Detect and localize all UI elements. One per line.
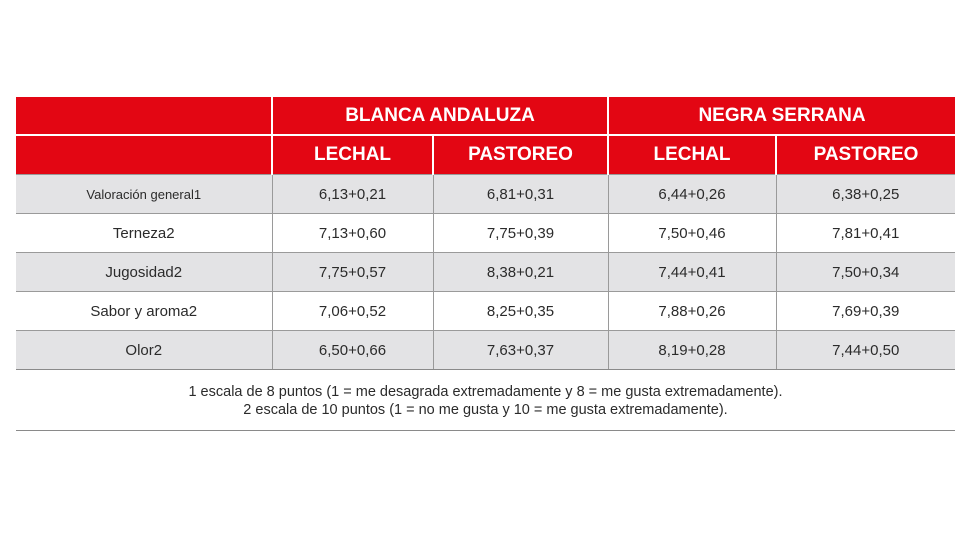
row-label: Sabor y aroma2 [16, 291, 272, 331]
group-header-row: BLANCA ANDALUZA NEGRA SERRANA [16, 97, 956, 135]
footnote-1: 1 escala de 8 puntos (1 = me desagrada e… [188, 384, 783, 400]
table-cell: 8,38+0,21 [432, 252, 608, 292]
table-cell: 7,75+0,39 [432, 213, 608, 253]
table-row: Terneza2 7,13+0,60 7,75+0,39 7,50+0,46 7… [16, 213, 956, 253]
table-cell: 7,50+0,34 [775, 252, 956, 292]
subheader-lechal: LECHAL [607, 134, 776, 175]
subheader-pastoreo: PASTOREO [774, 134, 956, 175]
table-cell: 6,13+0,21 [271, 174, 433, 214]
corner-cell [16, 97, 272, 135]
row-label: Terneza2 [16, 213, 272, 253]
group-header-blanca-andaluza: BLANCA ANDALUZA [271, 97, 608, 135]
row-label: Valoración general1 [16, 174, 272, 214]
row-label: Jugosidad2 [16, 252, 272, 292]
table-cell: 7,75+0,57 [271, 252, 433, 292]
table-cell: 7,63+0,37 [432, 330, 608, 370]
table-footnotes: 1 escala de 8 puntos (1 = me desagrada e… [16, 370, 955, 431]
table-cell: 7,69+0,39 [775, 291, 956, 331]
table-cell: 7,44+0,41 [607, 252, 776, 292]
table-cell: 6,81+0,31 [432, 174, 608, 214]
table-row: Olor2 6,50+0,66 7,63+0,37 8,19+0,28 7,44… [16, 330, 956, 370]
table-row: Sabor y aroma2 7,06+0,52 8,25+0,35 7,88+… [16, 291, 956, 331]
table-cell: 7,44+0,50 [775, 330, 956, 370]
table-cell: 6,50+0,66 [271, 330, 433, 370]
table-cell: 7,88+0,26 [607, 291, 776, 331]
table-cell: 6,44+0,26 [607, 174, 776, 214]
row-label: Olor2 [16, 330, 272, 370]
table-cell: 7,06+0,52 [271, 291, 433, 331]
sensory-evaluation-table: BLANCA ANDALUZA NEGRA SERRANA LECHAL PAS… [16, 97, 956, 370]
subheader-pastoreo: PASTOREO [432, 134, 608, 175]
sensory-table-figure: BLANCA ANDALUZA NEGRA SERRANA LECHAL PAS… [16, 97, 956, 431]
table-cell: 7,13+0,60 [271, 213, 433, 253]
group-header-negra-serrana: NEGRA SERRANA [606, 97, 956, 135]
subheader-row: LECHAL PASTOREO LECHAL PASTOREO [16, 134, 956, 175]
footnote-2: 2 escala de 10 puntos (1 = no me gusta y… [243, 402, 728, 418]
table-cell: 8,25+0,35 [432, 291, 608, 331]
table-cell: 7,81+0,41 [775, 213, 956, 253]
subheader-lechal: LECHAL [271, 134, 433, 175]
table-cell: 7,50+0,46 [607, 213, 776, 253]
table-row: Jugosidad2 7,75+0,57 8,38+0,21 7,44+0,41… [16, 252, 956, 292]
table-row: Valoración general1 6,13+0,21 6,81+0,31 … [16, 174, 956, 214]
table-cell: 8,19+0,28 [607, 330, 776, 370]
table-cell: 6,38+0,25 [775, 174, 956, 214]
corner-cell [16, 134, 272, 175]
